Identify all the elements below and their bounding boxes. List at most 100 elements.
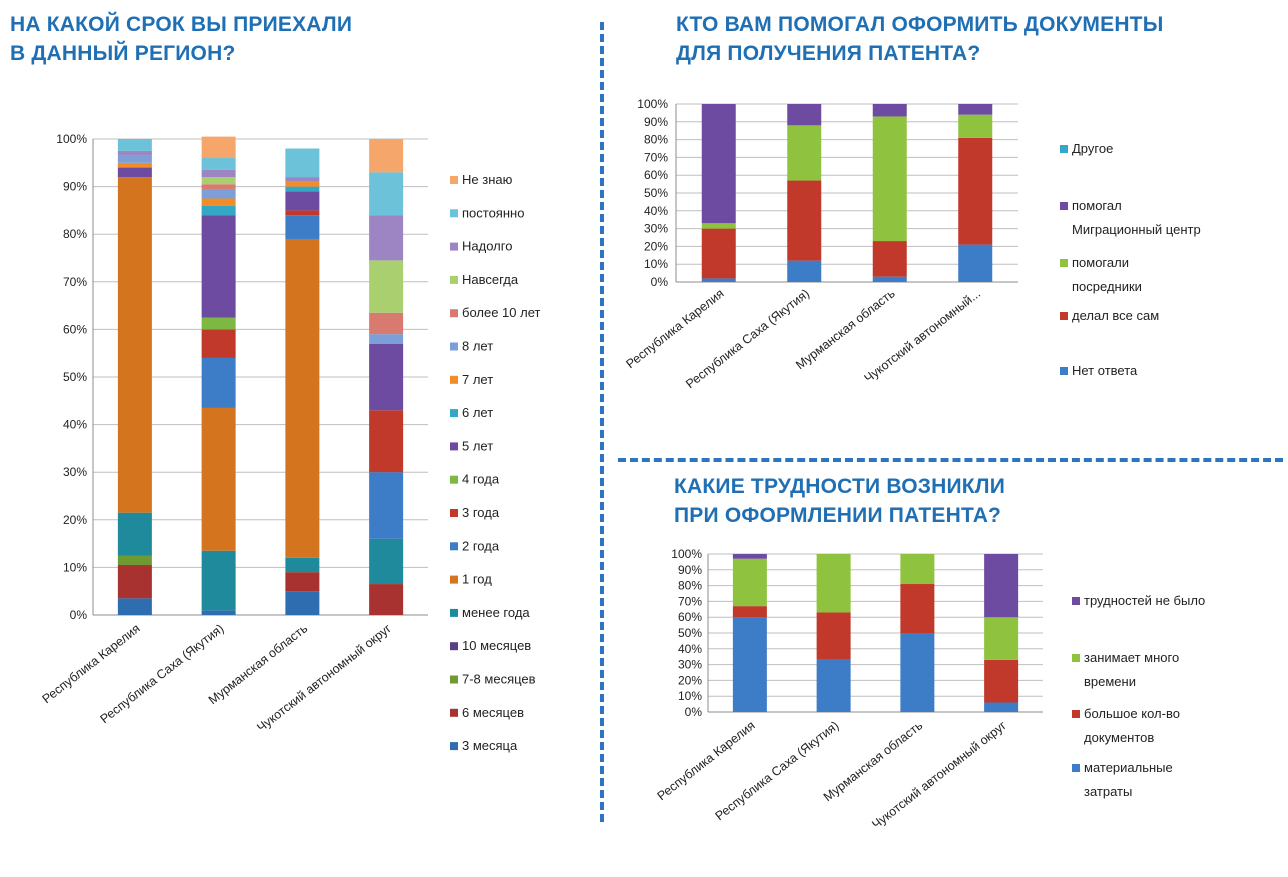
legend-label: более 10 лет bbox=[462, 305, 541, 320]
bar-segment bbox=[117, 177, 152, 513]
bar-segment bbox=[117, 512, 152, 556]
legend-label: 7-8 месяцев bbox=[462, 672, 536, 687]
y-tick-label: 80% bbox=[678, 579, 702, 593]
legend-label: 5 лет bbox=[462, 438, 493, 453]
bar-segment bbox=[984, 617, 1019, 660]
legend-swatch bbox=[450, 375, 458, 384]
bar-segment bbox=[201, 188, 236, 199]
bar-segment bbox=[201, 317, 236, 330]
y-tick-label: 50% bbox=[644, 186, 668, 200]
y-tick-label: 0% bbox=[651, 275, 669, 289]
legend-label: 3 года bbox=[462, 505, 500, 520]
bar-segment bbox=[872, 104, 907, 117]
bar-segment bbox=[285, 557, 320, 573]
legend-swatch bbox=[1072, 597, 1080, 605]
legend-swatch bbox=[450, 575, 458, 584]
y-tick-label: 70% bbox=[63, 275, 87, 289]
legend-label: Навсегда bbox=[462, 272, 519, 287]
y-tick-label: 90% bbox=[63, 180, 87, 194]
y-tick-label: 70% bbox=[678, 594, 702, 608]
legend-swatch bbox=[450, 275, 458, 284]
bar-segment bbox=[787, 104, 822, 126]
bar-segment bbox=[201, 407, 236, 551]
legend-label: Надолго bbox=[462, 239, 512, 254]
legend-label: 10 месяцев bbox=[462, 638, 531, 653]
legend-label: занимает много времени bbox=[1084, 650, 1179, 689]
y-tick-label: 0% bbox=[70, 608, 88, 622]
bar-segment bbox=[117, 150, 152, 156]
bar-segment bbox=[701, 228, 736, 279]
legend-label: 7 лет bbox=[462, 372, 493, 387]
bar-segment bbox=[117, 139, 152, 151]
bar-segment bbox=[787, 260, 822, 282]
bar-segment bbox=[201, 184, 236, 189]
bar-segment bbox=[285, 186, 320, 192]
bar-segment bbox=[201, 329, 236, 358]
legend-swatch bbox=[450, 209, 458, 218]
bar-segment bbox=[958, 244, 993, 282]
legend-label: менее года bbox=[462, 605, 530, 620]
legend-label: 6 лет bbox=[462, 405, 493, 420]
bar-segment bbox=[201, 357, 236, 408]
bar-segment bbox=[201, 198, 236, 206]
bar-segment bbox=[900, 633, 935, 712]
y-tick-label: 30% bbox=[678, 658, 702, 672]
legend-label: постоянно bbox=[462, 205, 524, 220]
legend-swatch bbox=[1072, 654, 1080, 662]
bar-segment bbox=[201, 158, 236, 170]
bar-segment bbox=[285, 572, 320, 592]
legend-swatch bbox=[450, 242, 458, 251]
bar-segment bbox=[201, 177, 236, 185]
bar-segment bbox=[369, 172, 404, 216]
bar-segment bbox=[369, 334, 404, 344]
y-tick-label: 70% bbox=[644, 150, 668, 164]
y-tick-label: 80% bbox=[644, 133, 668, 147]
bar-segment bbox=[900, 584, 935, 633]
y-tick-label: 50% bbox=[678, 626, 702, 640]
y-tick-label: 20% bbox=[63, 513, 87, 527]
bar-segment bbox=[984, 554, 1019, 618]
y-tick-label: 10% bbox=[678, 689, 702, 703]
bar-segment bbox=[958, 114, 993, 138]
legend-label: делал все сам bbox=[1072, 308, 1159, 323]
legend-label: 4 года bbox=[462, 472, 500, 487]
y-tick-label: 90% bbox=[644, 115, 668, 129]
bar-segment bbox=[958, 104, 993, 115]
bar-segment bbox=[816, 659, 851, 712]
bar-segment bbox=[201, 610, 236, 615]
y-tick-label: 30% bbox=[644, 222, 668, 236]
bar-segment bbox=[285, 181, 320, 187]
legend-swatch bbox=[450, 176, 458, 184]
bar-segment bbox=[285, 215, 320, 239]
chart2-title: КТО ВАМ ПОМОГАЛ ОФОРМИТЬ ДОКУМЕНТЫ ДЛЯ П… bbox=[676, 13, 1164, 65]
chart1-title: НА КАКОЙ СРОК ВЫ ПРИЕХАЛИ В ДАННЫЙ РЕГИО… bbox=[10, 13, 353, 65]
bar-segment bbox=[285, 210, 320, 216]
bar-segment bbox=[701, 278, 736, 282]
legend-swatch bbox=[450, 642, 458, 651]
bar-segment bbox=[285, 148, 320, 178]
legend-swatch bbox=[450, 542, 458, 551]
legend-swatch bbox=[450, 409, 458, 418]
bar-segment bbox=[369, 584, 404, 615]
bar-segment bbox=[816, 554, 851, 613]
bar-segment bbox=[117, 162, 152, 168]
legend-label: 3 месяца bbox=[462, 738, 518, 753]
bar-segment bbox=[787, 180, 822, 261]
legend-label: Нет ответа bbox=[1072, 363, 1138, 378]
legend-label: 1 год bbox=[462, 572, 492, 587]
legend-label: помогал Миграционный центр bbox=[1072, 198, 1201, 237]
bar-segment bbox=[285, 177, 320, 182]
legend-label: помогали посредники bbox=[1072, 255, 1142, 294]
y-tick-label: 20% bbox=[678, 673, 702, 687]
bar-segment bbox=[732, 558, 767, 607]
bar-segment bbox=[369, 538, 404, 585]
y-tick-label: 10% bbox=[644, 257, 668, 271]
bar-segment bbox=[369, 312, 404, 335]
y-tick-label: 60% bbox=[644, 168, 668, 182]
y-tick-label: 30% bbox=[63, 465, 87, 479]
horizontal-divider bbox=[618, 458, 1283, 462]
y-tick-label: 100% bbox=[637, 97, 668, 111]
y-tick-label: 40% bbox=[644, 204, 668, 218]
legend-swatch bbox=[450, 342, 458, 351]
